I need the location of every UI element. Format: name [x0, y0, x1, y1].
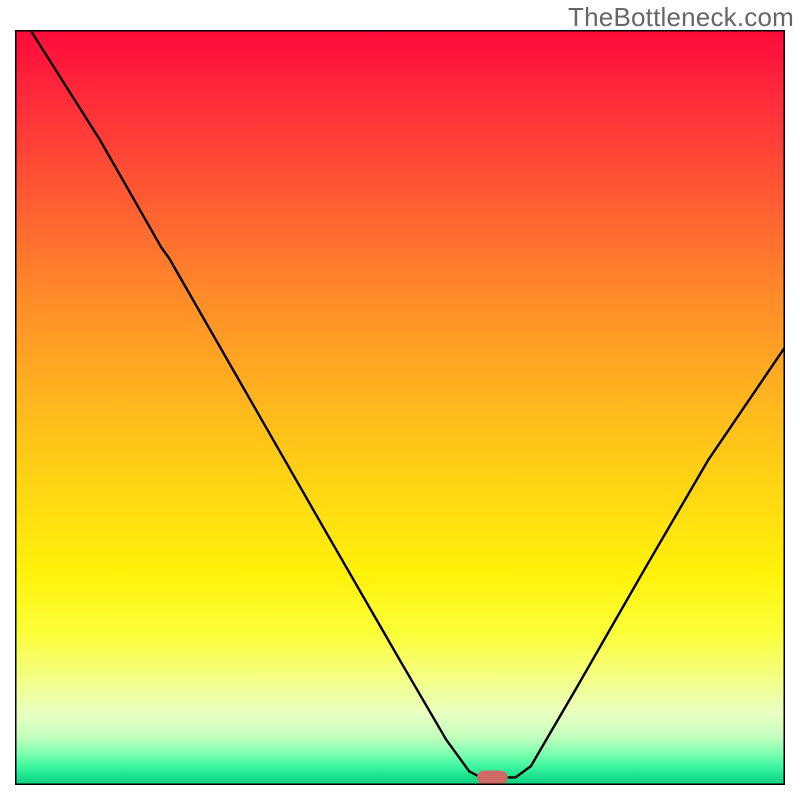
watermark-text: TheBottleneck.com [568, 2, 794, 33]
bottleneck-chart [15, 30, 785, 785]
chart-svg [15, 30, 785, 785]
gradient-background [15, 30, 785, 785]
minimum-marker [477, 771, 508, 785]
chart-frame: TheBottleneck.com [0, 0, 800, 800]
